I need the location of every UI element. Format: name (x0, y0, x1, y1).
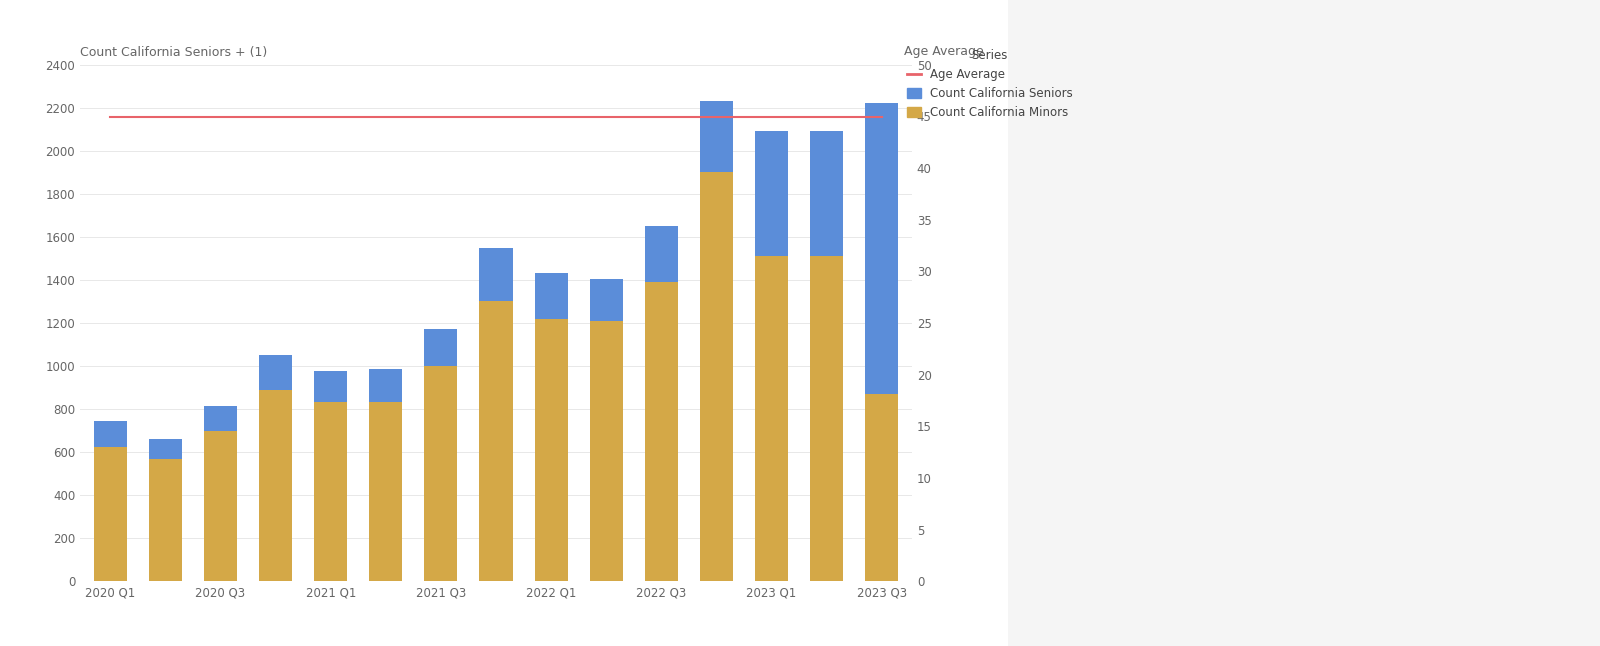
Bar (259, 355, 293, 390)
Bar (259, 390, 293, 581)
Bar (810, 131, 843, 256)
Bar (699, 101, 733, 172)
Text: Count California Seniors + (1): Count California Seniors + (1) (80, 47, 267, 59)
Bar (203, 431, 237, 581)
Bar (314, 371, 347, 402)
Bar (534, 273, 568, 318)
Bar (755, 256, 789, 581)
Bar (590, 279, 622, 321)
Bar (149, 459, 182, 581)
Bar (534, 318, 568, 581)
Bar (590, 321, 622, 581)
Bar (94, 447, 126, 581)
Bar (699, 172, 733, 581)
Bar (94, 421, 126, 447)
Bar (866, 394, 898, 581)
Bar (424, 366, 458, 581)
Bar (370, 402, 402, 581)
Bar (480, 302, 512, 581)
Bar (755, 131, 789, 256)
Bar (480, 247, 512, 302)
Bar (370, 370, 402, 402)
Bar (314, 402, 347, 581)
Legend: Age Average, Count California Seniors, Count California Minors: Age Average, Count California Seniors, C… (902, 45, 1078, 124)
Text: Age Average: Age Average (904, 45, 984, 58)
Bar (866, 103, 898, 394)
Bar (424, 329, 458, 366)
Bar (645, 226, 678, 282)
Bar (645, 282, 678, 581)
Bar (149, 439, 182, 459)
Bar (203, 406, 237, 431)
Bar (810, 256, 843, 581)
